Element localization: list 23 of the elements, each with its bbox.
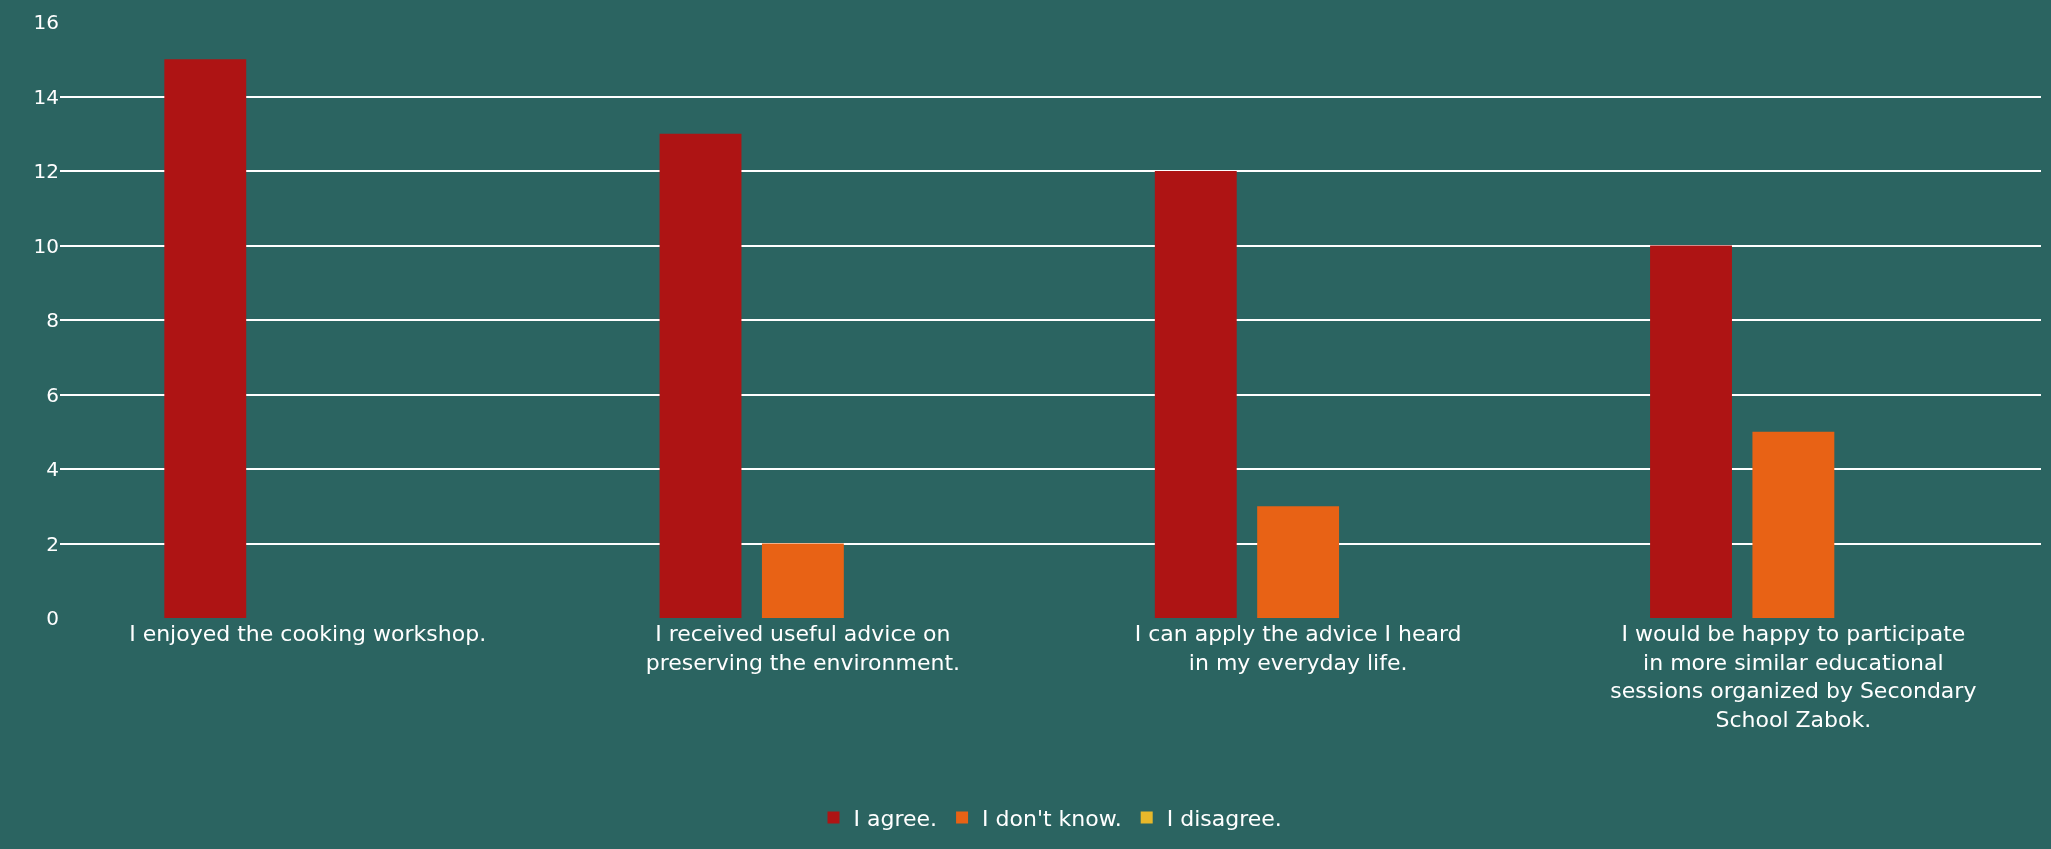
x-tick-label: I received useful advice on preserving the environment. — [645, 621, 961, 675]
legend-label: I agree. — [853, 806, 938, 832]
bar — [1650, 245, 1732, 618]
y-tick-label: 16 — [33, 10, 59, 34]
y-tick-label: 14 — [33, 84, 59, 109]
y-tick-label: 0 — [46, 606, 59, 630]
y-tick-label: 8 — [46, 308, 59, 332]
bar — [659, 133, 742, 618]
legend-label: I don't know. — [982, 806, 1122, 832]
y-tick-label: 4 — [46, 457, 59, 481]
x-tick-label: I would be happy to participate in more similar educational sessions organized by Secondary School Zabok. — [1610, 621, 1977, 732]
y-tick-label: 2 — [46, 531, 59, 556]
bar — [1752, 431, 1835, 618]
y-tick-label: 10 — [33, 233, 59, 258]
y-tick-label: 12 — [33, 159, 59, 183]
bar — [761, 543, 844, 618]
legend-label: I disagree. — [1166, 806, 1282, 832]
x-tick-label: I enjoyed the cooking workshop. — [129, 621, 487, 646]
x-tick-label: I can apply the advice I heard in my everyday life. — [1134, 621, 1462, 675]
bar — [1257, 506, 1340, 618]
bar — [164, 59, 247, 618]
y-tick-label: 6 — [46, 382, 59, 407]
bar — [1154, 171, 1237, 618]
